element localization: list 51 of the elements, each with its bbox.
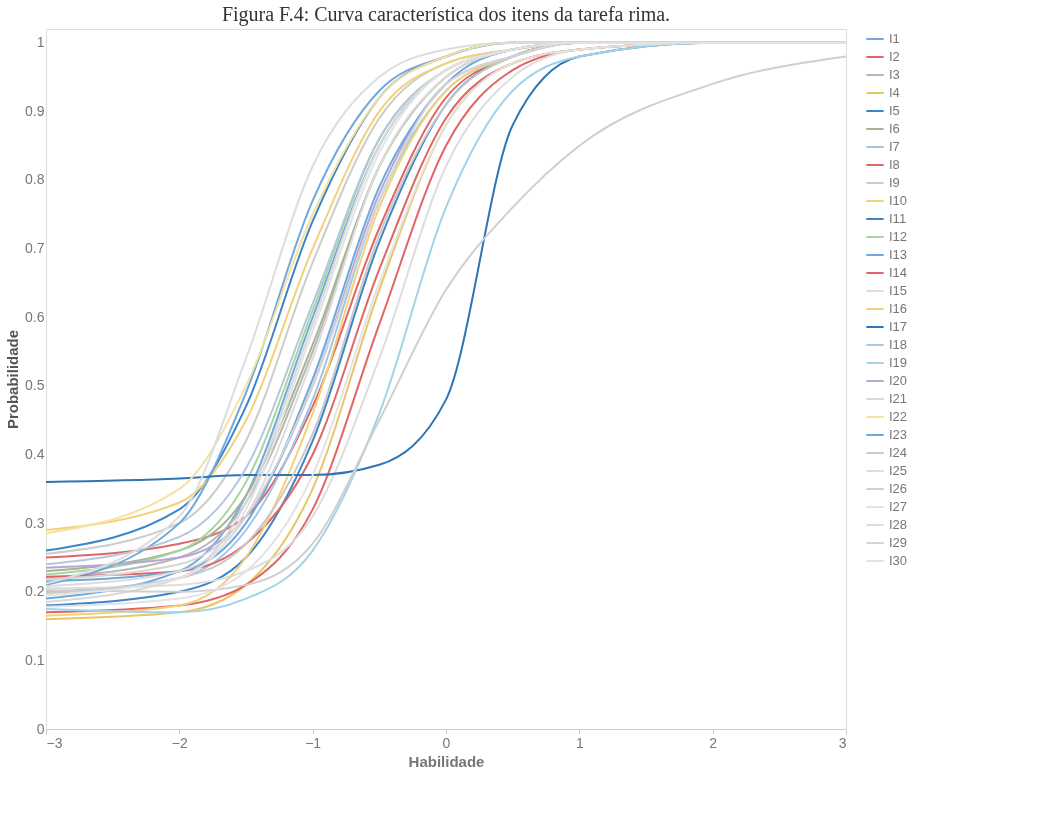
y-tick-label: 0.1 xyxy=(25,651,45,668)
y-tick-label: 0.3 xyxy=(25,514,45,531)
legend-label: I29 xyxy=(889,535,908,550)
legend-label: I7 xyxy=(889,139,900,154)
x-tick-label: −1 xyxy=(305,734,322,751)
legend-label: I30 xyxy=(889,553,908,568)
legend-label: I19 xyxy=(889,355,908,370)
legend-label: I24 xyxy=(889,445,908,460)
legend-label: I28 xyxy=(889,517,908,532)
legend-label: I12 xyxy=(889,229,908,244)
legend-label: I23 xyxy=(889,427,908,442)
legend-label: I21 xyxy=(889,391,908,406)
legend-label: I2 xyxy=(889,49,900,64)
legend-label: I14 xyxy=(889,265,908,280)
legend-label: I6 xyxy=(889,121,900,136)
y-tick-label: 0.6 xyxy=(25,308,45,325)
legend-label: I18 xyxy=(889,337,908,352)
x-axis-title: Habilidade xyxy=(408,752,485,770)
x-tick-label: −3 xyxy=(46,734,63,751)
chart-title: Figura F.4: Curva característica dos itens da tarefa rima. xyxy=(221,3,671,26)
legend-label: I26 xyxy=(889,481,908,496)
y-tick-label: 0.5 xyxy=(25,377,45,394)
y-axis-title: Probabilidade xyxy=(4,329,22,430)
x-tick-label: 2 xyxy=(709,734,718,751)
y-tick-label: 0.9 xyxy=(25,102,45,119)
y-tick-label: 0.7 xyxy=(25,240,45,257)
legend-label: I9 xyxy=(889,175,900,190)
x-tick-label: 0 xyxy=(442,734,451,751)
legend-label: I1 xyxy=(889,31,900,46)
legend-label: I27 xyxy=(889,499,908,514)
legend-label: I11 xyxy=(889,211,907,226)
legend-label: I25 xyxy=(889,463,908,478)
legend-label: I20 xyxy=(889,373,908,388)
y-tick-label: 0.4 xyxy=(25,445,45,462)
x-tick-label: 3 xyxy=(838,734,847,751)
x-tick-label: −2 xyxy=(171,734,189,751)
legend-label: I17 xyxy=(889,319,908,334)
legend-label: I13 xyxy=(889,247,908,262)
y-tick-label: 0.8 xyxy=(25,171,45,188)
x-tick-label: 1 xyxy=(575,734,584,751)
legend-label: I4 xyxy=(889,85,900,100)
y-tick-label: 0 xyxy=(36,720,45,737)
legend-label: I10 xyxy=(889,193,908,208)
legend-label: I5 xyxy=(889,103,900,118)
legend-label: I16 xyxy=(889,301,908,316)
legend-label: I22 xyxy=(889,409,908,424)
y-tick-label: 1 xyxy=(36,34,45,51)
legend-label: I15 xyxy=(889,283,908,298)
legend-label: I8 xyxy=(889,157,900,172)
y-tick-label: 0.2 xyxy=(25,583,45,600)
legend-label: I3 xyxy=(889,67,900,82)
